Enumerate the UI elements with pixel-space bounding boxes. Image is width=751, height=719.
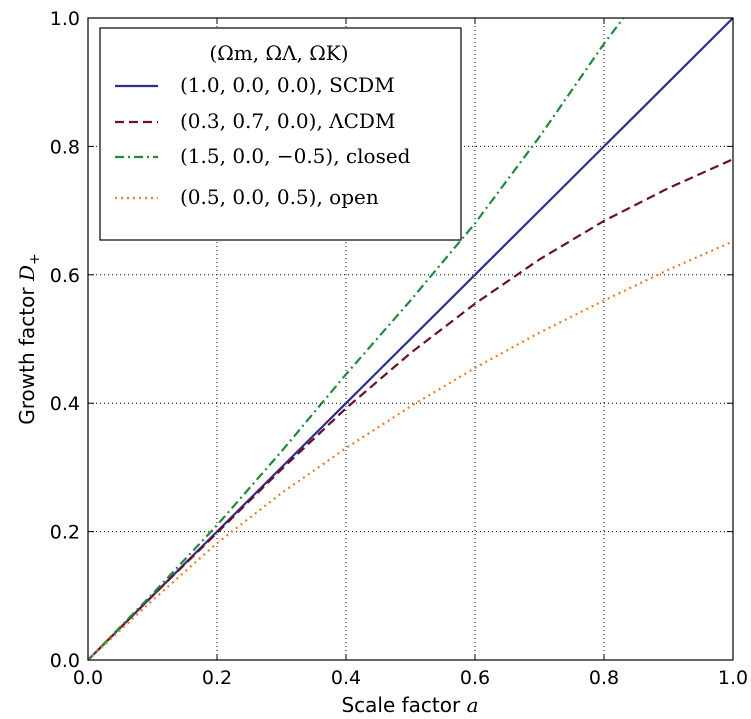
- x-axis-label: Scale factor a: [341, 693, 478, 717]
- legend-label-4: (0.5, 0.0, 0.5), open: [180, 185, 379, 209]
- x-tick-label: 0.2: [202, 667, 232, 689]
- y-axis-label: Growth factor D+: [15, 253, 43, 424]
- y-tick-label: 1.0: [50, 8, 80, 30]
- y-tick-label: 0.8: [50, 136, 80, 158]
- x-tick-label: 0.8: [589, 667, 619, 689]
- legend-label-3: (1.5, 0.0, −0.5), closed: [180, 144, 411, 168]
- x-tick-label: 0.6: [460, 667, 490, 689]
- legend: (Ωm, ΩΛ, ΩK) (1.0, 0.0, 0.0), SCDM (0.3, …: [100, 28, 461, 240]
- legend-label-2: (0.3, 0.7, 0.0), ΛCDM: [180, 109, 395, 133]
- y-tick-label: 0.4: [50, 393, 80, 415]
- x-tick-label: 0.4: [331, 667, 361, 689]
- legend-label-1: (1.0, 0.0, 0.0), SCDM: [180, 73, 395, 97]
- x-tick-label: 1.0: [718, 667, 748, 689]
- legend-title: (Ωm, ΩΛ, ΩK): [209, 41, 348, 65]
- y-tick-label: 0.0: [50, 650, 80, 672]
- y-tick-label: 0.2: [50, 522, 80, 544]
- y-tick-label: 0.6: [50, 265, 80, 287]
- series-line-4: [88, 241, 733, 660]
